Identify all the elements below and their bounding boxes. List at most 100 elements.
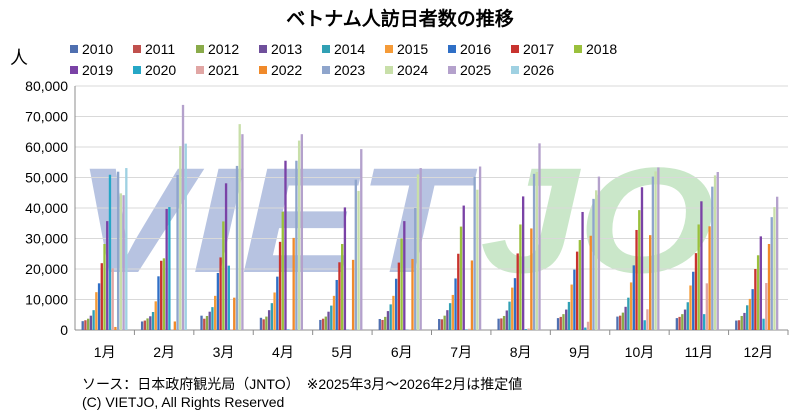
- legend-swatch: [259, 45, 267, 53]
- bar-2014: [389, 304, 392, 330]
- bar-2021: [765, 283, 768, 330]
- y-tick-label: 50,000: [25, 170, 68, 186]
- bar-2010: [378, 319, 381, 330]
- bar-2011: [381, 319, 384, 330]
- bar-2022: [470, 260, 474, 330]
- bar-2024: [595, 190, 598, 330]
- x-tick-label: 12月: [744, 344, 774, 360]
- bar-2022: [589, 235, 592, 330]
- bar-2022: [708, 226, 711, 330]
- bar-2010: [735, 320, 738, 330]
- bar-2022: [233, 297, 236, 330]
- legend-swatch: [448, 66, 456, 74]
- bar-2012: [205, 315, 209, 330]
- bar-2019: [224, 183, 228, 330]
- legend-swatch: [70, 45, 78, 53]
- bar-2019: [284, 160, 287, 330]
- bar-2017: [516, 253, 519, 330]
- bar-2023: [116, 171, 120, 330]
- bar-2023: [711, 186, 714, 330]
- legend-item: 2014: [322, 40, 365, 58]
- bar-2011: [500, 318, 503, 330]
- bar-2018: [400, 238, 403, 330]
- legend-swatch: [133, 66, 141, 74]
- y-tick-label: 60,000: [25, 139, 68, 155]
- bar-2011: [559, 316, 562, 330]
- bar-2016: [216, 272, 220, 330]
- bar-2017: [754, 269, 757, 330]
- bar-2019: [521, 196, 525, 330]
- chart-title: ベトナム人訪日者数の推移: [286, 9, 514, 30]
- y-axis-label: 人: [10, 48, 28, 68]
- bar-2019: [462, 205, 465, 330]
- bar-2022: [767, 243, 771, 330]
- bar-2015: [570, 284, 573, 330]
- bar-2011: [440, 319, 444, 330]
- bar-2019: [165, 208, 168, 330]
- legend-label: 2013: [271, 41, 303, 57]
- bar-2016: [97, 283, 101, 330]
- legend-swatch: [322, 66, 330, 74]
- legend-swatch: [574, 45, 582, 53]
- bar-2013: [743, 312, 746, 330]
- legend-swatch: [196, 45, 204, 53]
- y-tick-label: 40,000: [25, 200, 68, 216]
- bar-2016: [632, 265, 635, 330]
- x-tick-label: 3月: [213, 344, 235, 360]
- bar-2018: [578, 240, 582, 330]
- bar-2016: [454, 278, 457, 330]
- legend-label: 2026: [523, 62, 555, 78]
- legend-item: 2024: [385, 61, 428, 79]
- x-tick-label: 2月: [153, 344, 175, 360]
- bar-2022: [173, 321, 176, 330]
- legend-swatch: [511, 66, 519, 74]
- bar-2013: [624, 306, 627, 330]
- bar-2020: [168, 207, 171, 330]
- bar-2013: [208, 311, 211, 330]
- bar-2023: [354, 179, 357, 330]
- bar-2020: [108, 174, 112, 330]
- bar-2014: [686, 302, 689, 330]
- bar-2025: [597, 176, 601, 330]
- bar-2016: [573, 269, 576, 330]
- bar-2025: [478, 166, 482, 330]
- legend-label: 2023: [334, 62, 366, 78]
- legend-label: 2015: [397, 41, 429, 57]
- legend-label: 2018: [586, 41, 618, 57]
- bar-2021: [586, 321, 590, 330]
- bar-2014: [151, 312, 155, 330]
- bar-2021: [111, 268, 114, 330]
- bar-2014: [92, 310, 95, 330]
- bar-2020: [524, 329, 528, 330]
- x-tick-label: 9月: [569, 344, 591, 360]
- bar-2018: [281, 211, 284, 330]
- bar-2024: [654, 171, 657, 330]
- legend-label: 2016: [460, 41, 492, 57]
- bar-2022: [530, 228, 533, 330]
- bar-2019: [106, 221, 109, 330]
- bar-2023: [770, 217, 773, 330]
- bar-2021: [646, 309, 649, 330]
- bar-2025: [716, 172, 719, 330]
- bar-2016: [394, 278, 398, 330]
- bar-2025: [122, 195, 125, 330]
- bar-2012: [324, 316, 327, 330]
- bar-2018: [459, 226, 463, 330]
- legend-item: 2022: [259, 61, 302, 79]
- bar-2014: [508, 301, 511, 330]
- bar-2011: [737, 320, 741, 330]
- bar-2021: [468, 328, 471, 330]
- legend-label: 2019: [82, 62, 114, 78]
- bar-2017: [100, 263, 103, 330]
- bar-2024: [297, 140, 301, 330]
- legend-item: 2021: [196, 61, 239, 79]
- bar-2016: [335, 279, 338, 330]
- bar-2017: [219, 257, 222, 330]
- bar-2015: [629, 282, 633, 330]
- bar-2021: [527, 328, 530, 330]
- bar-2014: [627, 297, 630, 330]
- bar-2019: [581, 211, 584, 330]
- watermark-accent-text: JO: [480, 150, 715, 280]
- bar-2019: [700, 201, 703, 330]
- watermark-logo: VIET JO: [75, 150, 715, 280]
